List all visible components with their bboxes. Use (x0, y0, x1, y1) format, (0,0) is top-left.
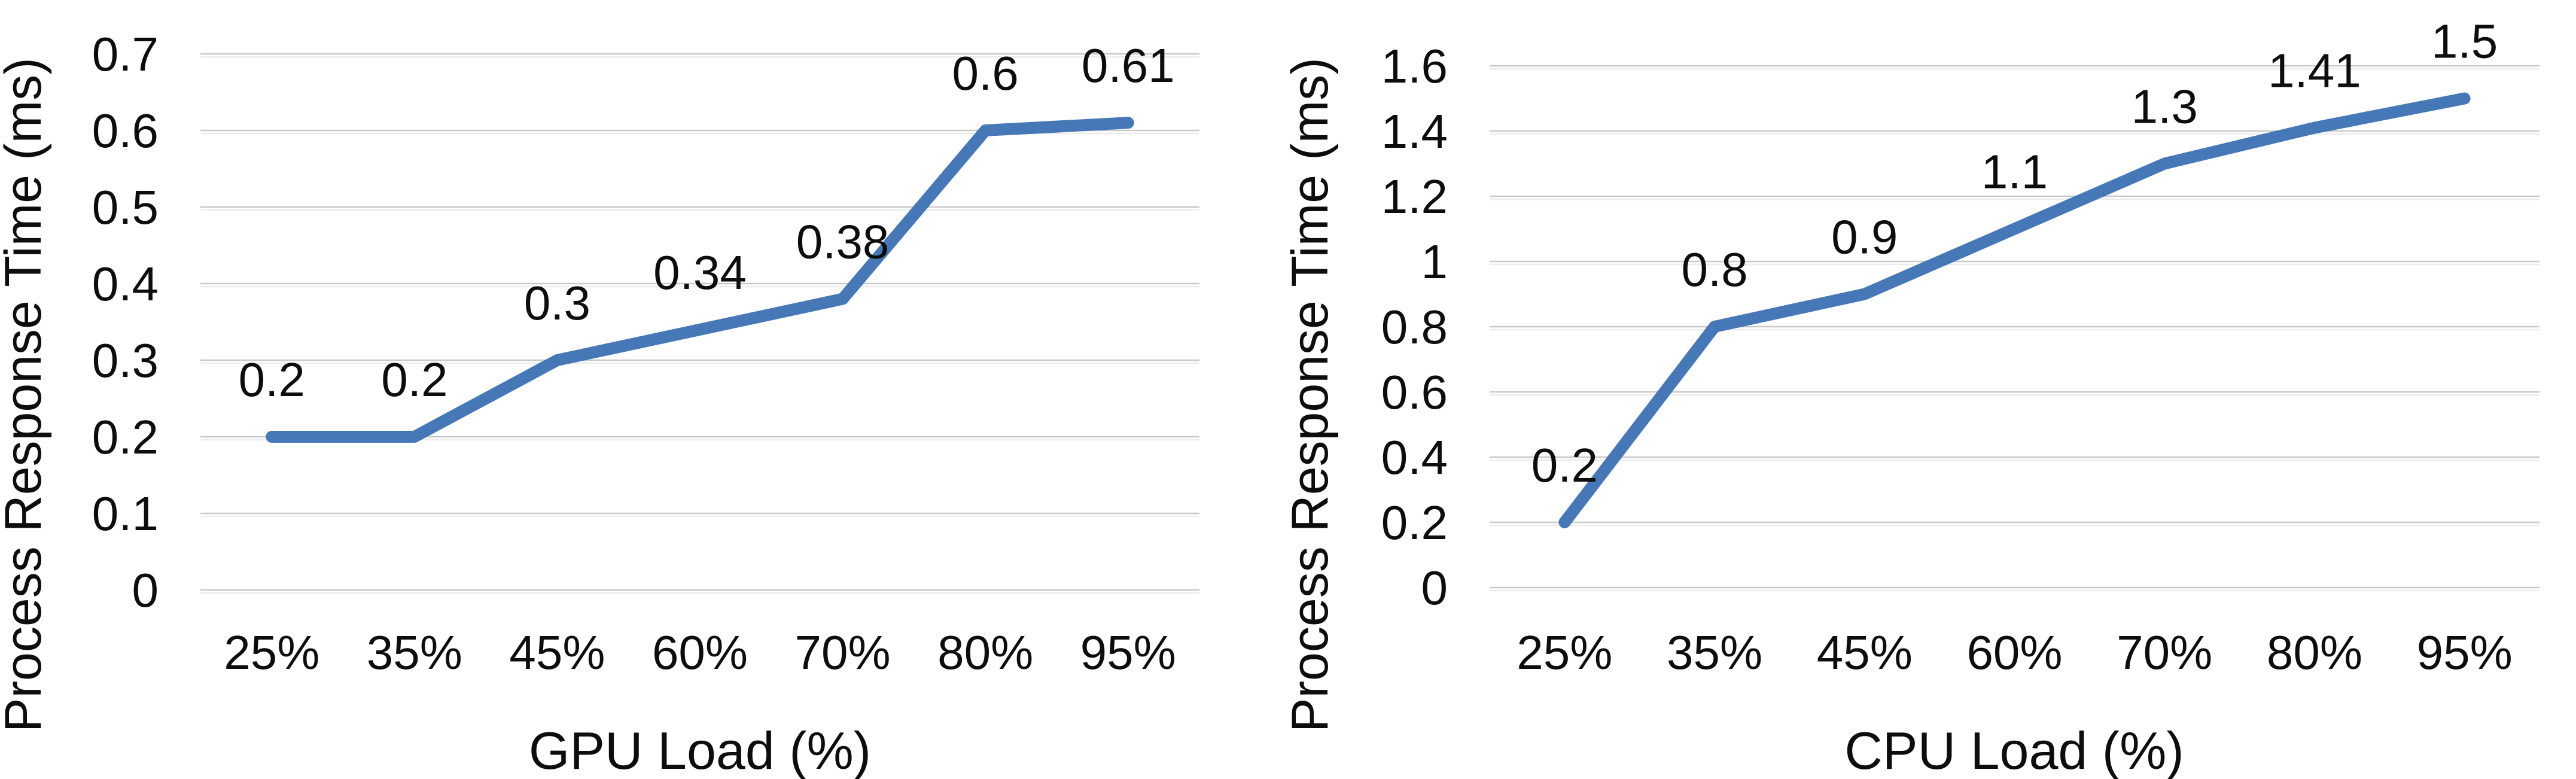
data-label: 0.34 (653, 246, 747, 299)
x-category-label: 35% (367, 626, 462, 679)
y-axis-title: Process Response Time (ms) (1288, 57, 1339, 732)
x-category-label: 70% (2117, 626, 2212, 679)
series-line-group (266, 117, 1134, 443)
gridlines (1490, 65, 2540, 592)
data-label: 0.2 (239, 353, 305, 406)
x-category-label: 60% (1966, 626, 2062, 679)
data-label: 0.38 (796, 215, 890, 269)
y-tick-label: 0 (132, 564, 159, 617)
y-tick-label: 0.8 (1381, 300, 1448, 354)
y-tick-label: 0.6 (1381, 366, 1448, 419)
data-label: 0.9 (1831, 211, 1898, 264)
y-tick-label: 0.2 (1381, 496, 1448, 549)
data-label: 1.5 (2431, 15, 2498, 68)
x-axis-title: CPU Load (%) (1844, 721, 2184, 779)
data-label: 0.6 (952, 47, 1019, 100)
gridlines (200, 53, 1199, 594)
x-category-label: 80% (2267, 626, 2362, 679)
x-axis-title: GPU Load (%) (529, 721, 871, 779)
x-category-label: 45% (509, 626, 605, 679)
series-line (1558, 92, 2471, 528)
series-line (266, 117, 1134, 443)
y-axis-title: Process Response Time (ms) (0, 57, 52, 732)
data-label: 0.61 (1082, 39, 1175, 92)
data-label: 1.41 (2268, 44, 2361, 98)
gpu-load-chart: 0 0.1 0.2 0.3 0.4 0.5 0.6 0.7 25% 35% 45% 60% 70% 80… (0, 28, 1199, 779)
data-labels: 0.2 0.8 0.9 1.1 1.3 1.41 1.5 (1531, 15, 2498, 492)
data-label: 1.3 (2132, 80, 2198, 133)
y-tick-label: 0.7 (92, 28, 159, 81)
y-tick-label: 0.2 (92, 410, 159, 464)
cpu-load-chart: 0 0.2 0.4 0.6 0.8 1 1.2 1.4 1.6 25% 35% 45% 60% 70% 8… (1288, 15, 2540, 779)
x-category-label: 95% (2417, 626, 2513, 679)
y-tick-label: 0.3 (92, 334, 159, 387)
series-line-group (1558, 92, 2471, 528)
x-category-label: 80% (937, 626, 1033, 679)
data-label: 0.8 (1681, 243, 1747, 296)
y-tick-label: 0.4 (1381, 431, 1448, 484)
x-category-labels: 25% 35% 45% 60% 70% 80% 95% (224, 626, 1176, 679)
data-label: 1.1 (1981, 145, 2048, 199)
y-tick-label: 0.6 (92, 104, 159, 157)
x-category-label: 45% (1817, 626, 1913, 679)
y-tick-label: 1.2 (1381, 170, 1448, 223)
y-tick-label: 0.4 (92, 257, 159, 311)
data-labels: 0.2 0.2 0.3 0.34 0.38 0.6 0.61 (239, 39, 1175, 406)
x-category-label: 60% (652, 626, 748, 679)
y-tick-label: 0.5 (92, 181, 159, 234)
y-tick-label: 1.4 (1381, 105, 1448, 158)
y-tick-label: 1 (1421, 235, 1448, 288)
x-category-labels: 25% 35% 45% 60% 70% 80% 95% (1517, 626, 2512, 679)
data-label: 0.2 (1531, 439, 1598, 492)
y-tick-label: 0.1 (92, 487, 159, 540)
y-tick-label: 1.6 (1381, 39, 1448, 93)
y-tick-label: 0 (1421, 561, 1448, 614)
x-category-label: 25% (224, 626, 319, 679)
x-category-label: 95% (1080, 626, 1176, 679)
x-category-label: 35% (1667, 626, 1762, 679)
x-category-label: 25% (1517, 626, 1612, 679)
data-label: 0.3 (524, 276, 590, 330)
y-tick-labels: 0 0.1 0.2 0.3 0.4 0.5 0.6 0.7 (92, 28, 159, 617)
data-label: 0.2 (381, 353, 447, 406)
x-category-label: 70% (795, 626, 891, 679)
y-tick-labels: 0 0.2 0.4 0.6 0.8 1 1.2 1.4 1.6 (1381, 39, 1448, 614)
